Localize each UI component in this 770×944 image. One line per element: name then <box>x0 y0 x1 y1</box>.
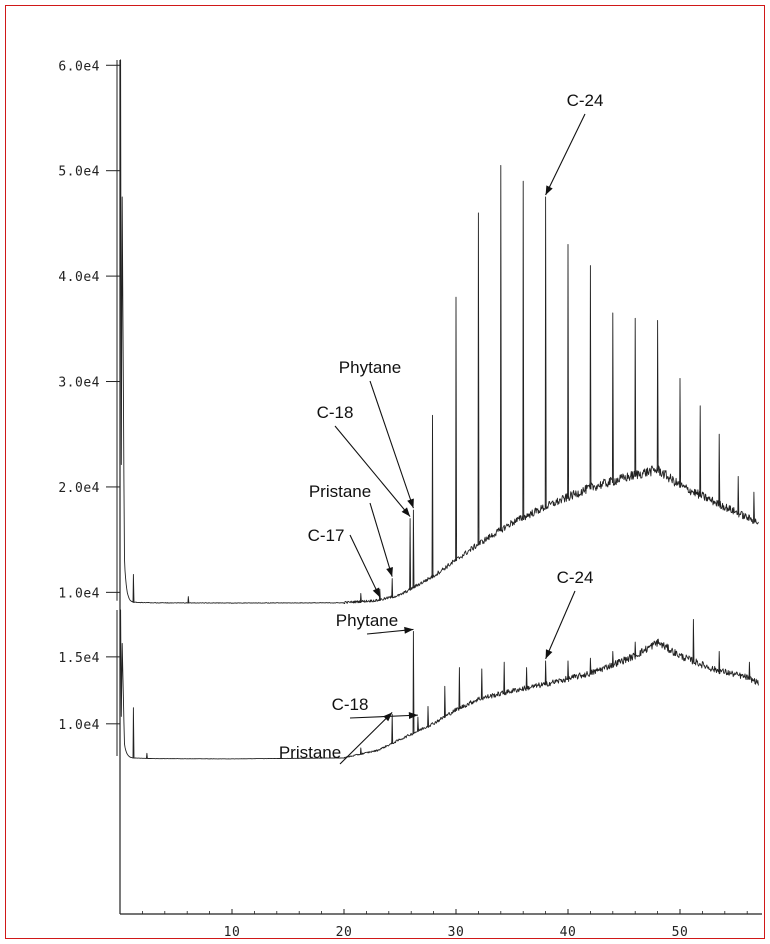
annotation-arrowhead <box>404 626 414 634</box>
x-tick-label: 30 <box>448 925 465 940</box>
annotation-arrowhead <box>408 712 418 719</box>
annotation-arrowhead <box>372 587 380 598</box>
annotation-label: C-18 <box>317 403 354 422</box>
annotation-arrow-line <box>545 113 586 196</box>
y-tick-label: 3.0e4 <box>58 376 100 391</box>
annotation-arrow-line <box>349 534 381 598</box>
annotation-arrowhead <box>386 567 393 577</box>
annotation-arrow-line <box>369 380 414 509</box>
y-tick-label: 1.0e4 <box>58 718 100 733</box>
y-tick-label: 1.0e4 <box>58 586 100 601</box>
annotation-label: Pristane <box>279 743 341 762</box>
x-tick-label: 10 <box>224 925 241 940</box>
x-tick-label: 20 <box>336 925 353 940</box>
annotation-arrowhead <box>407 498 414 509</box>
annotation-arrow-line <box>334 425 411 517</box>
y-tick-label: 5.0e4 <box>58 165 100 180</box>
annotation-label: C-17 <box>308 526 345 545</box>
annotation-arrow-line <box>369 502 393 577</box>
chromatogram-trace-upper <box>120 59 759 605</box>
chromatogram-trace-lower <box>120 609 759 760</box>
y-tick-label: 1.5e4 <box>58 651 100 666</box>
chart-frame <box>5 5 765 939</box>
x-tick-label: 50 <box>672 925 689 940</box>
annotation-arrow-line <box>339 712 393 765</box>
annotation-arrow-line <box>545 590 576 660</box>
annotation-arrowhead <box>545 649 553 659</box>
annotation-label: C-18 <box>332 695 369 714</box>
x-tick-label: 40 <box>560 925 577 940</box>
annotation-arrowhead <box>401 507 411 517</box>
y-tick-label: 6.0e4 <box>58 59 100 74</box>
annotation-label: Phytane <box>336 611 398 630</box>
annotation-arrowhead <box>383 712 393 722</box>
y-tick-label: 4.0e4 <box>58 270 100 285</box>
annotation-label: C-24 <box>557 568 594 587</box>
annotation-label: Phytane <box>339 358 401 377</box>
annotation-label: C-24 <box>567 91 604 110</box>
y-tick-label: 2.0e4 <box>58 481 100 496</box>
annotation-arrowhead <box>545 185 553 196</box>
annotation-label: Pristane <box>309 482 371 501</box>
